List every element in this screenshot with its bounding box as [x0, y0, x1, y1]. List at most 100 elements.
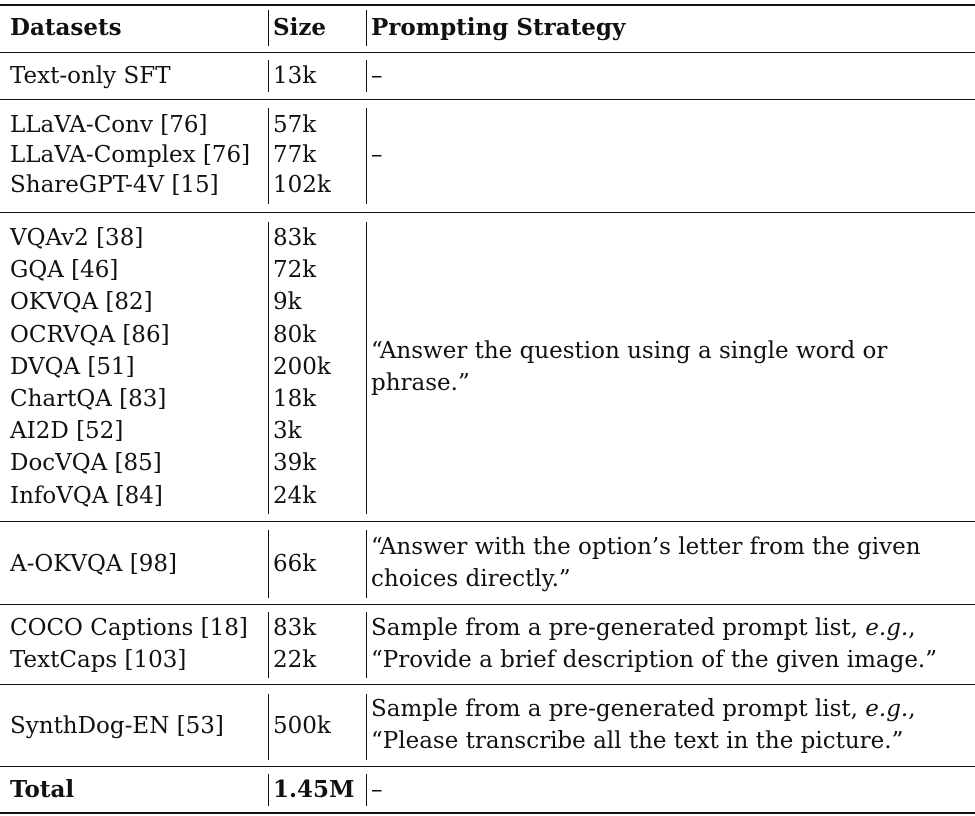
dataset-list: SynthDog-EN [53] — [10, 694, 268, 758]
prompt-prefix: Sample from a pre-generated prompt list, — [371, 696, 866, 722]
size-list: 57k 77k 102k — [273, 110, 363, 200]
group-rule — [0, 212, 975, 213]
dataset-name: GQA [46] — [10, 257, 119, 284]
group-vqa: VQAv2 [38] GQA [46] OKVQA [82] OCRVQA [8… — [0, 223, 975, 513]
col-divider — [268, 612, 269, 678]
dataset-name: TextCaps [103] — [10, 647, 187, 673]
prompt-eg: e.g. — [865, 615, 909, 641]
dataset-size: 39k — [273, 450, 317, 477]
prompt-strategy: Sample from a pre-generated prompt list,… — [371, 613, 971, 677]
dataset-name: Text-only SFT — [10, 63, 171, 89]
prompt-strategy: “Answer with the option’s letter from th… — [371, 532, 971, 596]
header-strategy: Prompting Strategy — [371, 14, 626, 41]
col-divider — [366, 694, 367, 760]
col-divider — [268, 222, 269, 514]
col-divider — [268, 530, 269, 598]
dataset-size: 66k — [273, 551, 317, 577]
dataset-list: LLaVA-Conv [76] LLaVA-Complex [76] Share… — [10, 110, 268, 200]
prompt-strategy-line: “Answer the question using a single word… — [371, 338, 888, 364]
total-strategy: – — [371, 777, 383, 803]
group-rule — [0, 604, 975, 605]
dataset-name: AI2D [52] — [10, 418, 124, 445]
top-rule — [0, 4, 975, 6]
col-divider — [366, 530, 367, 598]
size-list: 83k 72k 9k 80k 200k 18k 3k 39k 24k — [273, 223, 363, 513]
col-divider — [366, 774, 367, 806]
group-rule — [0, 684, 975, 685]
dataset-name: OKVQA [82] — [10, 289, 153, 316]
prompt-strategy-line: – — [371, 142, 383, 168]
group-ocr: SynthDog-EN [53] 500k Sample from a pre-… — [0, 694, 975, 758]
dataset-name: LLaVA-Complex [76] — [10, 142, 251, 168]
prompt-suffix: , — [908, 696, 916, 722]
dataset-name: OCRVQA [86] — [10, 321, 170, 348]
prompt-strategy-line: “Please transcribe all the text in the p… — [371, 728, 904, 754]
group-conversation: LLaVA-Conv [76] LLaVA-Complex [76] Share… — [0, 110, 975, 200]
dataset-size: 77k — [273, 142, 317, 168]
dataset-name: LLaVA-Conv [76] — [10, 112, 208, 138]
prompt-strategy-line: “Provide a brief description of the give… — [371, 647, 938, 673]
dataset-size: 83k — [273, 615, 317, 641]
dataset-size: 9k — [273, 289, 302, 316]
dataset-size: 72k — [273, 257, 317, 284]
dataset-size: 57k — [273, 112, 317, 138]
prompt-strategy-line: Sample from a pre-generated prompt list,… — [371, 694, 971, 726]
col-divider — [366, 108, 367, 204]
prompt-strategy-line: phrase.” — [371, 370, 470, 396]
prompt-strategy: Sample from a pre-generated prompt list,… — [371, 694, 971, 758]
dataset-size: 102k — [273, 172, 331, 198]
group-captions: COCO Captions [18] TextCaps [103] 83k 22… — [0, 613, 975, 677]
col-divider — [268, 10, 269, 46]
prompt-strategy-line: Sample from a pre-generated prompt list,… — [371, 613, 971, 645]
dataset-list: COCO Captions [18] TextCaps [103] — [10, 613, 268, 677]
prompt-strategy-line: “Answer with the option’s letter from th… — [371, 534, 921, 560]
total-rule — [0, 766, 975, 767]
group-multiple-choice: A-OKVQA [98] 66k “Answer with the option… — [0, 532, 975, 596]
dataset-name: ChartQA [83] — [10, 385, 167, 412]
dataset-name: InfoVQA [84] — [10, 482, 163, 509]
dataset-list: A-OKVQA [98] — [10, 532, 268, 596]
size-list: 500k — [273, 694, 363, 758]
col-divider — [366, 222, 367, 514]
prompt-eg: e.g. — [865, 696, 909, 722]
col-divider — [268, 774, 269, 806]
dataset-name: DocVQA [85] — [10, 450, 162, 477]
col-divider — [268, 694, 269, 760]
prompt-strategy: – — [371, 63, 383, 89]
dataset-size: 18k — [273, 385, 317, 412]
dataset-name: DVQA [51] — [10, 353, 135, 380]
total-size: 1.45M — [273, 776, 355, 803]
dataset-list: VQAv2 [38] GQA [46] OKVQA [82] OCRVQA [8… — [10, 223, 268, 513]
col-divider — [268, 108, 269, 204]
size-list: 83k 22k — [273, 613, 363, 677]
dataset-size: 83k — [273, 225, 317, 251]
prompt-strategy: – — [371, 110, 971, 200]
dataset-size: 22k — [273, 647, 317, 673]
col-divider — [366, 10, 367, 46]
dataset-name: ShareGPT-4V [15] — [10, 172, 219, 198]
col-divider — [268, 60, 269, 92]
prompt-prefix: Sample from a pre-generated prompt list, — [371, 615, 866, 641]
group-rule — [0, 99, 975, 100]
header-size: Size — [273, 14, 327, 41]
prompt-strategy: “Answer the question using a single word… — [371, 223, 971, 513]
dataset-size: 24k — [273, 482, 317, 509]
header-rule — [0, 52, 975, 53]
size-list: 66k — [273, 532, 363, 596]
dataset-name: COCO Captions [18] — [10, 615, 248, 641]
dataset-name: VQAv2 [38] — [10, 225, 144, 251]
dataset-size: 80k — [273, 321, 317, 348]
dataset-name: A-OKVQA [98] — [10, 551, 178, 577]
prompt-strategy-line: choices directly.” — [371, 566, 571, 592]
group-rule — [0, 521, 975, 522]
bottom-rule — [0, 812, 975, 814]
col-divider — [366, 60, 367, 92]
dataset-size: 13k — [273, 63, 317, 89]
dataset-size: 3k — [273, 418, 302, 445]
dataset-name: SynthDog-EN [53] — [10, 713, 224, 739]
col-divider — [366, 612, 367, 678]
header-datasets: Datasets — [10, 14, 122, 41]
prompt-suffix: , — [908, 615, 916, 641]
dataset-size: 500k — [273, 713, 331, 739]
